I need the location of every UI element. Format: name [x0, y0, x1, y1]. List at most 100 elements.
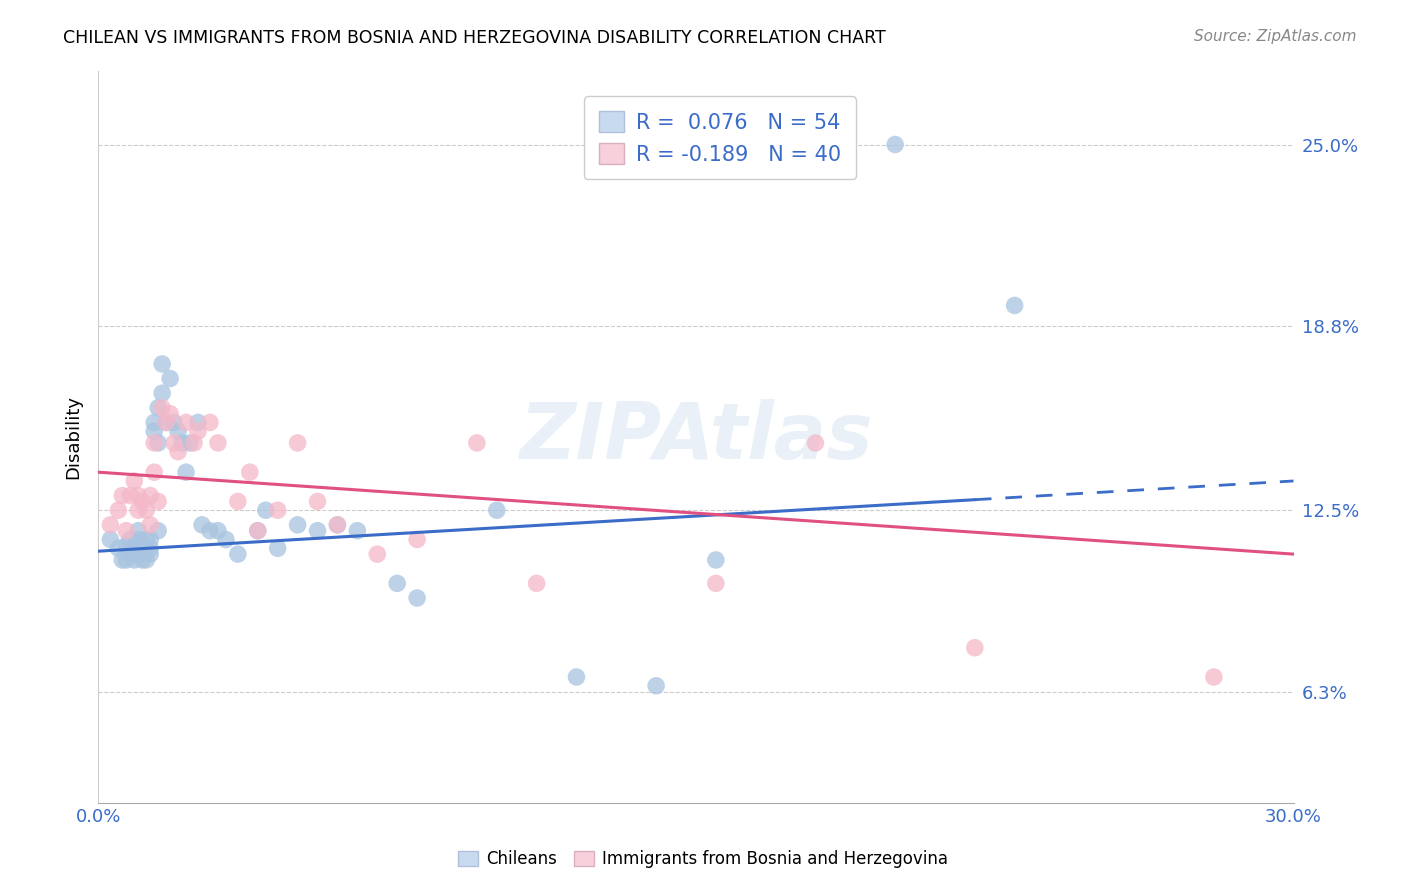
Point — [115, 553, 138, 567]
Point — [143, 424, 166, 438]
Point — [148, 494, 170, 508]
Point — [172, 436, 194, 450]
Point — [98, 517, 122, 532]
Point — [155, 416, 177, 430]
Point — [326, 517, 349, 532]
Y-axis label: Disability: Disability — [65, 395, 83, 479]
Point — [183, 436, 205, 450]
Point — [267, 541, 290, 556]
Point — [127, 503, 149, 517]
Point — [485, 503, 508, 517]
Point — [198, 416, 221, 430]
Point — [148, 401, 170, 415]
Point — [150, 401, 173, 415]
Point — [187, 416, 209, 430]
Point — [406, 591, 429, 605]
Point — [115, 538, 138, 552]
Point — [645, 679, 668, 693]
Point — [124, 553, 146, 567]
Point — [150, 386, 173, 401]
Point — [155, 416, 177, 430]
Point — [107, 503, 129, 517]
Point — [174, 465, 197, 479]
Point — [148, 436, 170, 450]
Point — [307, 494, 329, 508]
Point — [98, 533, 122, 547]
Legend: Chileans, Immigrants from Bosnia and Herzegovina: Chileans, Immigrants from Bosnia and Her… — [451, 844, 955, 875]
Point — [187, 424, 209, 438]
Point — [207, 436, 229, 450]
Point — [163, 416, 186, 430]
Point — [406, 533, 429, 547]
Point — [167, 424, 190, 438]
Text: ZIPAtlas: ZIPAtlas — [519, 399, 873, 475]
Point — [143, 416, 166, 430]
Point — [963, 640, 986, 655]
Point — [704, 553, 727, 567]
Point — [198, 524, 221, 538]
Point — [143, 436, 166, 450]
Point — [135, 533, 157, 547]
Point — [120, 489, 142, 503]
Point — [150, 357, 173, 371]
Point — [366, 547, 388, 561]
Point — [111, 553, 134, 567]
Legend: R =  0.076   N = 54, R = -0.189   N = 40: R = 0.076 N = 54, R = -0.189 N = 40 — [583, 96, 856, 179]
Point — [191, 517, 214, 532]
Point — [107, 541, 129, 556]
Point — [207, 524, 229, 538]
Point — [139, 533, 162, 547]
Point — [127, 524, 149, 538]
Point — [267, 503, 290, 517]
Point — [131, 553, 153, 567]
Point — [307, 524, 329, 538]
Point — [127, 547, 149, 561]
Point — [135, 503, 157, 517]
Point — [326, 517, 349, 532]
Point — [139, 541, 162, 556]
Point — [135, 553, 157, 567]
Point — [254, 503, 277, 517]
Point — [884, 137, 907, 152]
Point — [120, 533, 142, 547]
Point — [111, 489, 134, 503]
Point — [127, 533, 149, 547]
Point — [215, 533, 238, 547]
Point — [120, 547, 142, 561]
Point — [131, 494, 153, 508]
Point — [385, 576, 409, 591]
Point — [1202, 670, 1225, 684]
Point — [465, 436, 488, 450]
Point — [127, 489, 149, 503]
Point — [159, 407, 181, 421]
Text: Source: ZipAtlas.com: Source: ZipAtlas.com — [1194, 29, 1357, 44]
Point — [239, 465, 262, 479]
Point — [115, 524, 138, 538]
Point — [167, 444, 190, 458]
Point — [179, 436, 201, 450]
Text: CHILEAN VS IMMIGRANTS FROM BOSNIA AND HERZEGOVINA DISABILITY CORRELATION CHART: CHILEAN VS IMMIGRANTS FROM BOSNIA AND HE… — [63, 29, 886, 46]
Point — [246, 524, 269, 538]
Point — [1004, 298, 1026, 312]
Point — [565, 670, 588, 684]
Point — [124, 541, 146, 556]
Point — [163, 436, 186, 450]
Point — [174, 416, 197, 430]
Point — [124, 474, 146, 488]
Point — [346, 524, 368, 538]
Point — [526, 576, 548, 591]
Point — [246, 524, 269, 538]
Point — [148, 524, 170, 538]
Point — [704, 576, 727, 591]
Point — [139, 489, 162, 503]
Point — [159, 371, 181, 385]
Point — [287, 517, 309, 532]
Point — [139, 517, 162, 532]
Point — [804, 436, 827, 450]
Point — [143, 465, 166, 479]
Point — [226, 547, 249, 561]
Point — [226, 494, 249, 508]
Point — [131, 541, 153, 556]
Point — [139, 547, 162, 561]
Point — [287, 436, 309, 450]
